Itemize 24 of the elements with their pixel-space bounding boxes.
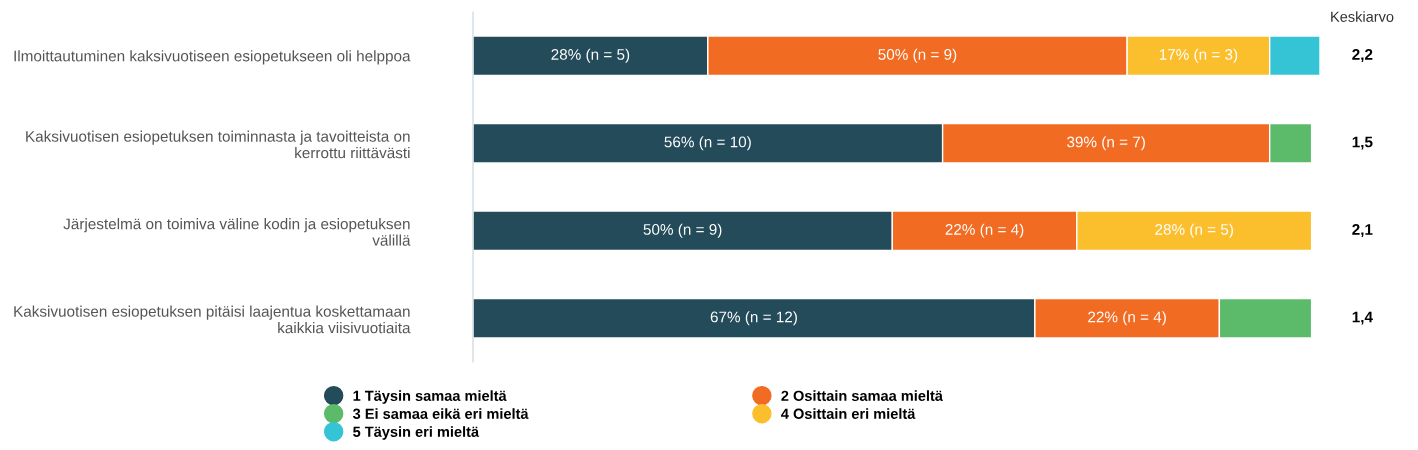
legend-label: 5 Täysin eri mieltä bbox=[353, 426, 480, 440]
data-label: 28% (n = 5) bbox=[551, 48, 630, 63]
data-label: 22% (n = 4) bbox=[1088, 311, 1166, 326]
text: 1,4 bbox=[1352, 311, 1373, 325]
legend-label: 3 Ei samaa eikä eri mieltä bbox=[352, 408, 529, 419]
legend-label: 4 Osittain eri mieltä bbox=[781, 408, 916, 419]
data-label: 39% (n = 7) bbox=[1067, 136, 1145, 151]
legend-label: 2 Osittain samaa mieltä bbox=[781, 390, 943, 401]
text: 2,1 bbox=[1352, 224, 1373, 238]
legend-label: 1 Täysin samaa mieltä bbox=[353, 390, 507, 404]
data-label: 56% (n = 10) bbox=[664, 136, 751, 151]
data-label: 50% (n = 9) bbox=[878, 48, 957, 63]
data-label: 50% (n = 9) bbox=[643, 223, 722, 238]
data-label: 22% (n = 4) bbox=[945, 223, 1024, 238]
data-label: 28% (n = 5) bbox=[1155, 223, 1233, 238]
data-label: 17% (n = 3) bbox=[1159, 48, 1238, 63]
y-tick-label: Kaksivuotisen esiopetuksen toiminnasta ja tavoitteista on kerrottu riittävästi bbox=[26, 130, 410, 159]
y-tick-label: Järjestelmä on toimiva väline kodin ja esiopetuksen välillä bbox=[63, 218, 411, 246]
text: 1,5 bbox=[1352, 136, 1373, 150]
y-tick-label: Kaksivuotisen esiopetuksen pitäisi laajentua koskettamaan kaikkia viisivuotiaita bbox=[14, 305, 411, 334]
data-label: 67% (n = 12) bbox=[710, 311, 797, 326]
text: Keskiarvo bbox=[1331, 11, 1394, 22]
text: 2,2 bbox=[1352, 49, 1373, 63]
y-tick-label: Ilmoittautuminen kaksivuotiseen esiopetukseen oli helppoa bbox=[14, 50, 411, 65]
